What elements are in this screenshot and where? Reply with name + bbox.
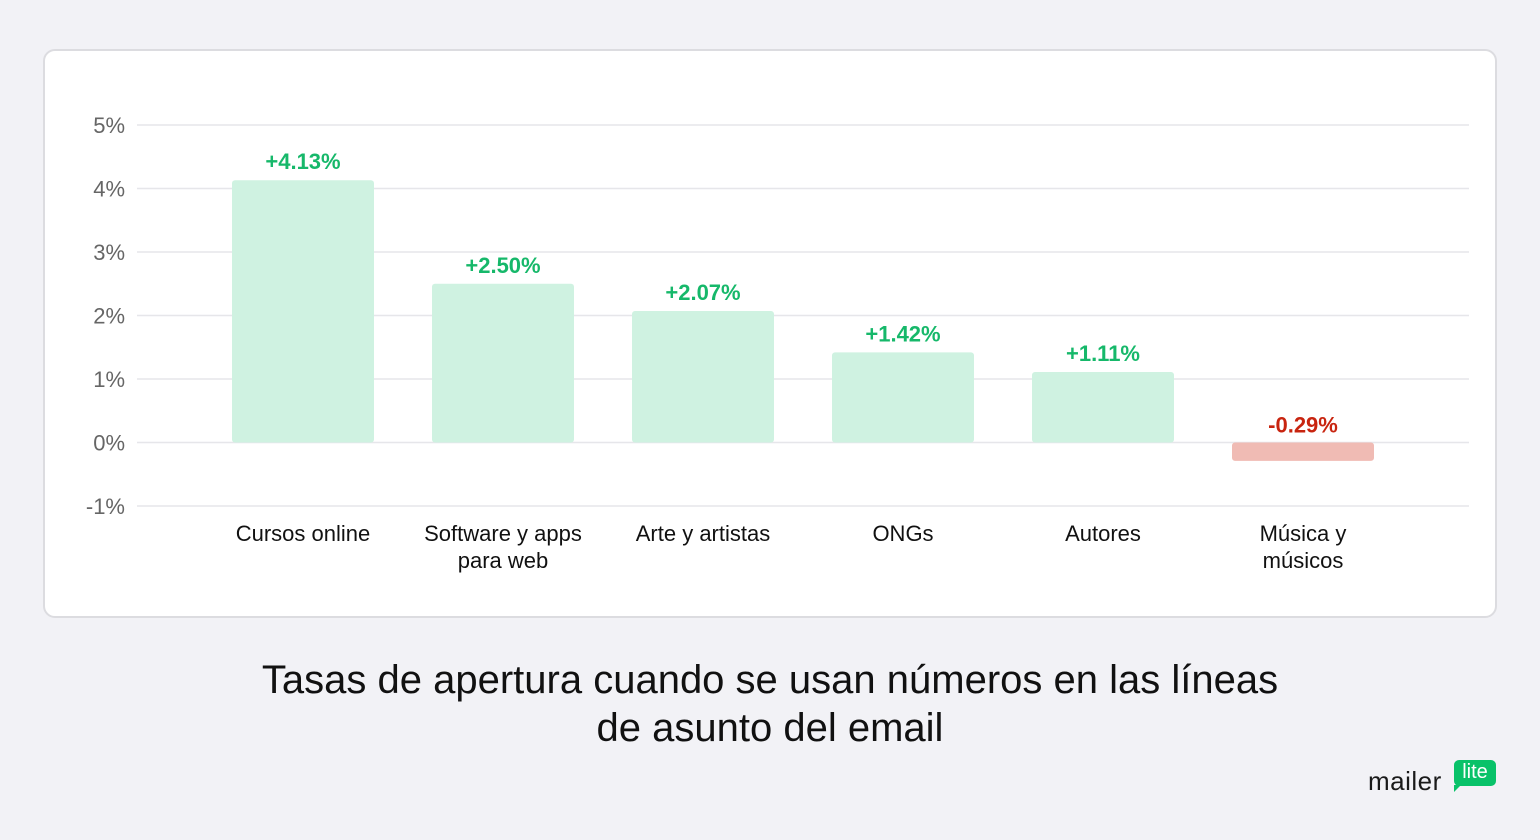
y-tick-label: 4% bbox=[93, 177, 125, 202]
logo-badge-text: lite bbox=[1462, 761, 1488, 783]
chart-card: 5% 4% 3% 2% 1% 0% -1% +4.13% Cursos online +2.50%… bbox=[43, 49, 1497, 618]
y-tick-label: 1% bbox=[93, 367, 125, 392]
x-tick-label-line: Autores bbox=[1065, 521, 1141, 546]
bar bbox=[432, 283, 574, 443]
y-tick-label: 2% bbox=[93, 304, 125, 329]
bar bbox=[632, 311, 774, 443]
y-tick-label: 0% bbox=[93, 431, 125, 456]
logo-wordmark: mailer bbox=[1368, 766, 1442, 796]
data-label: +1.11% bbox=[1066, 341, 1140, 366]
y-tick-label: 5% bbox=[93, 113, 125, 138]
bar-chart: 5% 4% 3% 2% 1% 0% -1% +4.13% Cursos online +2.50%… bbox=[86, 113, 1469, 573]
data-label: +4.13% bbox=[265, 149, 340, 174]
x-tick-label: Arte y artistas bbox=[636, 521, 770, 546]
caption-line-2: de asunto del email bbox=[596, 706, 944, 750]
x-tick-label: Música y músicos bbox=[1260, 521, 1347, 573]
mailerlite-logo: mailer lite bbox=[1368, 760, 1498, 796]
logo-badge: lite bbox=[1454, 760, 1496, 792]
x-tick-label: Software y apps para web bbox=[424, 521, 582, 573]
data-label: +2.07% bbox=[665, 280, 740, 305]
x-tick-label-line: Software y apps bbox=[424, 521, 582, 546]
x-tick-label-line: Cursos online bbox=[236, 521, 371, 546]
x-tick-label: Autores bbox=[1065, 521, 1141, 546]
x-tick-label-line: ONGs bbox=[872, 521, 933, 546]
x-tick-label: ONGs bbox=[872, 521, 933, 546]
x-tick-label: Cursos online bbox=[236, 521, 371, 546]
x-tick-label-line: músicos bbox=[1263, 548, 1344, 573]
bar bbox=[832, 352, 974, 443]
y-tick-label: -1% bbox=[86, 494, 125, 519]
x-tick-label-line: para web bbox=[458, 548, 549, 573]
chart-caption: Tasas de apertura cuando se usan números… bbox=[0, 656, 1540, 752]
bar bbox=[1232, 442, 1374, 461]
bar bbox=[232, 180, 374, 443]
caption-line-1: Tasas de apertura cuando se usan números… bbox=[261, 658, 1279, 702]
data-label: -0.29% bbox=[1268, 413, 1338, 438]
y-tick-label: 3% bbox=[93, 240, 125, 265]
data-label: +1.42% bbox=[865, 321, 940, 346]
x-tick-label-line: Arte y artistas bbox=[636, 521, 770, 546]
bar bbox=[1032, 372, 1174, 443]
data-label: +2.50% bbox=[465, 253, 540, 278]
x-tick-label-line: Música y bbox=[1260, 521, 1347, 546]
